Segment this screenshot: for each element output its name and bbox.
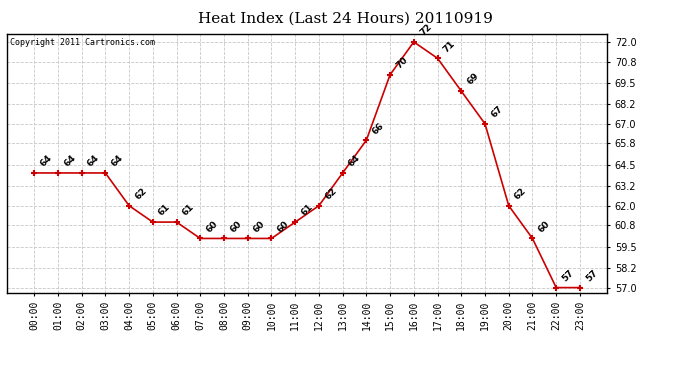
Text: 64: 64 xyxy=(86,153,101,169)
Text: 69: 69 xyxy=(466,72,481,87)
Text: 70: 70 xyxy=(394,56,409,70)
Text: 57: 57 xyxy=(560,268,575,284)
Text: 66: 66 xyxy=(371,121,386,136)
Text: 61: 61 xyxy=(181,203,196,218)
Text: 61: 61 xyxy=(157,203,172,218)
Text: 62: 62 xyxy=(323,186,338,201)
Text: 71: 71 xyxy=(442,39,457,54)
Text: 64: 64 xyxy=(110,153,125,169)
Text: Heat Index (Last 24 Hours) 20110919: Heat Index (Last 24 Hours) 20110919 xyxy=(197,11,493,25)
Text: 62: 62 xyxy=(513,186,528,201)
Text: Copyright 2011 Cartronics.com: Copyright 2011 Cartronics.com xyxy=(10,38,155,46)
Text: 64: 64 xyxy=(62,153,77,169)
Text: 57: 57 xyxy=(584,268,600,284)
Text: 60: 60 xyxy=(228,219,244,234)
Text: 60: 60 xyxy=(204,219,219,234)
Text: 60: 60 xyxy=(537,219,552,234)
Text: 61: 61 xyxy=(299,203,315,218)
Text: 62: 62 xyxy=(133,186,148,201)
Text: 72: 72 xyxy=(418,22,433,38)
Text: 60: 60 xyxy=(252,219,267,234)
Text: 64: 64 xyxy=(347,153,362,169)
Text: 64: 64 xyxy=(39,153,54,169)
Text: 67: 67 xyxy=(489,104,504,120)
Text: 60: 60 xyxy=(275,219,290,234)
